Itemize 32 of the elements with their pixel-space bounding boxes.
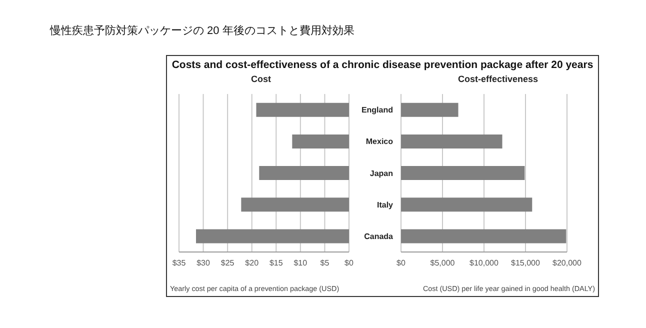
x-tick-label: $5,000 — [430, 258, 456, 268]
x-tick-label: $20 — [245, 258, 260, 268]
bar — [241, 198, 349, 212]
bar — [259, 166, 349, 180]
bar — [292, 134, 349, 148]
y-tick-label: Italy — [376, 200, 394, 210]
bar — [401, 166, 525, 180]
bar — [256, 102, 349, 117]
bar — [401, 229, 566, 244]
text: Costs and cost-effectiveness of a chronic disease prevention package after 20 years — [170, 59, 594, 71]
x-tick-label: $0 — [396, 258, 406, 268]
y-tick-label: Mexico — [366, 137, 394, 146]
x-tick-label: $10 — [294, 258, 308, 268]
x-tick-label: $15 — [269, 258, 284, 268]
x-tick-label: $5 — [320, 258, 330, 268]
x-tick-label: $10,000 — [470, 258, 500, 268]
text: 慢性疾患予防対策パッケージの 20 年後のコストと費用対効果 — [50, 24, 354, 38]
chart-title: Cost-effectiveness — [456, 74, 540, 86]
x-tick-label: $35 — [172, 258, 186, 268]
y-tick-label: England — [361, 106, 394, 115]
x-tick-label: $0 — [344, 258, 354, 268]
bar — [196, 229, 349, 244]
x-tick-label: $30 — [196, 258, 211, 268]
chart-title: Cost — [250, 74, 272, 86]
y-tick-label: Canada — [364, 232, 394, 242]
bar — [401, 198, 532, 212]
x-tick-label: $20,000 — [552, 258, 582, 268]
x-tick-label: $25 — [220, 258, 235, 268]
bar — [401, 134, 502, 148]
bar — [401, 102, 458, 117]
x-tick-label: $15,000 — [511, 258, 541, 268]
y-tick-label: Japan — [370, 168, 394, 178]
